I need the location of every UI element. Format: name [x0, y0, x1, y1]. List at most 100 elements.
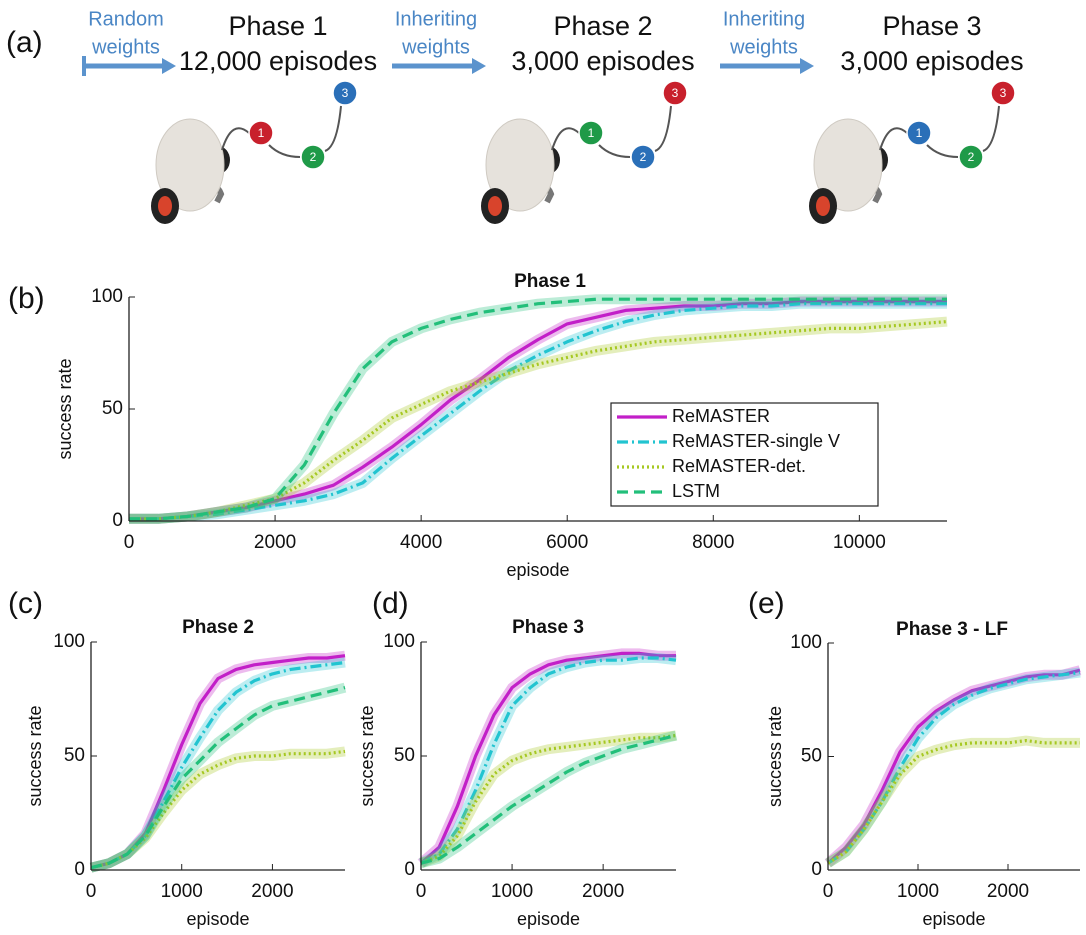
line	[420, 656, 677, 865]
y-tick-label: 100	[53, 631, 85, 652]
panel-label: (a)	[6, 26, 43, 59]
robot-hub	[158, 196, 172, 216]
plot-area	[89, 650, 347, 873]
transition-label: weights	[729, 36, 798, 58]
panel-label: (e)	[748, 587, 785, 620]
x-axis-label: episode	[186, 909, 249, 929]
x-tick-label: 0	[416, 881, 427, 902]
node	[578, 120, 604, 146]
line	[827, 739, 1080, 865]
line	[129, 302, 947, 521]
x-tick-label: 1000	[897, 881, 939, 902]
node	[662, 80, 688, 106]
y-tick-label: 100	[383, 631, 415, 652]
link	[879, 127, 908, 151]
phase-title: Phase 2	[553, 11, 652, 41]
link	[551, 127, 580, 151]
chart-title: Phase 2	[182, 617, 254, 638]
y-tick-label: 100	[91, 286, 123, 307]
transition-label: weights	[401, 36, 470, 58]
line	[90, 686, 346, 870]
robot-body	[485, 118, 555, 212]
x-tick-label: 6000	[546, 532, 588, 553]
node	[990, 80, 1016, 106]
x-tick-label: 0	[823, 881, 834, 902]
line	[826, 668, 1081, 865]
robot-hub	[816, 196, 830, 216]
transition-label: Inheriting	[723, 8, 805, 30]
x-tick-label: 1000	[161, 881, 203, 902]
plot-area	[824, 665, 1082, 868]
x-tick-label: 4000	[400, 532, 442, 553]
robot-body	[155, 118, 225, 212]
y-axis-label: success rate	[55, 358, 75, 459]
node	[300, 144, 326, 170]
y-tick-label: 0	[811, 859, 822, 880]
line	[129, 320, 948, 521]
legend-label: ReMASTER-single V	[672, 431, 840, 451]
x-tick-label: 0	[86, 881, 97, 902]
robot-body	[813, 118, 883, 212]
plot-area	[417, 648, 678, 869]
node-label: 1	[588, 126, 595, 140]
line	[420, 733, 677, 865]
transition-label: Random	[88, 8, 164, 30]
legend-label: ReMASTER	[672, 406, 770, 426]
y-tick-label: 0	[112, 510, 123, 531]
y-tick-label: 100	[790, 632, 822, 653]
link	[982, 105, 1000, 152]
node-label: 3	[672, 86, 679, 100]
transition-label: Inheriting	[395, 8, 477, 30]
node-label: 3	[1000, 86, 1007, 100]
phase-title: Phase 1	[228, 11, 327, 41]
legend-label: ReMASTER-det.	[672, 456, 806, 476]
line-band	[89, 746, 346, 873]
link	[268, 144, 301, 158]
y-axis-label: success rate	[25, 705, 45, 806]
y-tick-label: 50	[394, 745, 415, 766]
phase-episodes: 3,000 episodes	[511, 46, 694, 76]
node-label: 2	[310, 150, 317, 164]
link	[926, 144, 959, 158]
link	[324, 105, 342, 152]
y-axis-label: success rate	[357, 705, 377, 806]
line	[419, 651, 676, 865]
panel-label: (b)	[8, 282, 45, 315]
y-tick-label: 0	[404, 859, 415, 880]
y-tick-label: 50	[801, 746, 822, 767]
panel-label: (d)	[372, 587, 409, 620]
line	[827, 670, 1081, 865]
x-tick-label: 2000	[582, 881, 624, 902]
node-label: 1	[258, 126, 265, 140]
phase-title: Phase 3	[882, 11, 981, 41]
transition-label: weights	[91, 36, 160, 58]
robot-hub	[488, 196, 502, 216]
panel-label: (c)	[8, 587, 43, 620]
link	[654, 105, 672, 152]
arrow-head	[162, 58, 176, 74]
x-tick-label: 2000	[254, 532, 296, 553]
x-tick-label: 1000	[491, 881, 533, 902]
chart-title: Phase 3	[512, 617, 584, 638]
node	[958, 144, 984, 170]
line	[129, 297, 947, 521]
x-axis-label: episode	[517, 909, 580, 929]
x-tick-label: 2000	[251, 881, 293, 902]
legend	[610, 402, 879, 507]
link	[221, 127, 250, 151]
x-tick-label: 10000	[833, 532, 886, 553]
y-tick-label: 50	[64, 745, 85, 766]
node-label: 3	[342, 86, 349, 100]
y-axis-label: success rate	[765, 706, 785, 807]
y-tick-label: 50	[102, 398, 123, 419]
link	[598, 144, 631, 158]
chart-title: Phase 3 - LF	[896, 619, 1008, 640]
x-axis-label: episode	[922, 909, 985, 929]
line	[90, 660, 346, 870]
legend-label: LSTM	[672, 481, 720, 501]
phase-episodes: 12,000 episodes	[179, 46, 377, 76]
y-tick-label: 0	[74, 859, 85, 880]
node	[332, 80, 358, 106]
node	[630, 144, 656, 170]
